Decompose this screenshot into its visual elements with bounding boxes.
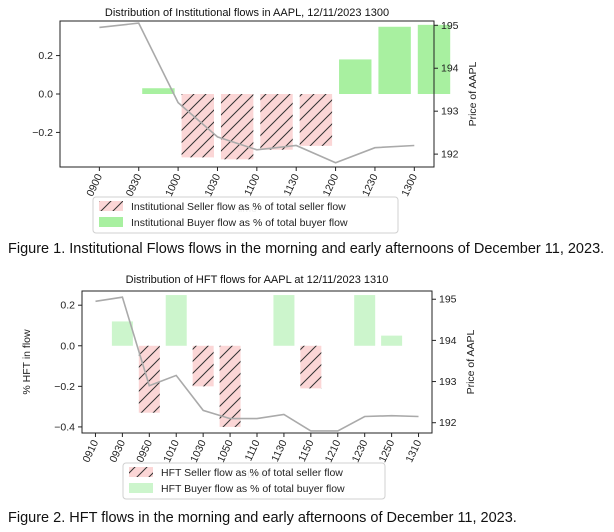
hft-seller-bar <box>192 345 214 387</box>
inst-xtick-label: 1100 <box>242 172 262 198</box>
hft-xtick-label: 1210 <box>323 438 344 464</box>
hft-chart-title: Distribution of HFT flows for AAPL at 12… <box>126 274 389 286</box>
hft-y2tick-label: 195 <box>439 294 457 306</box>
hft-flows-figure: Distribution of HFT flows for AAPL at 12… <box>0 266 614 510</box>
inst-legend-seller-swatch <box>99 201 123 211</box>
inst-legend-buyer-swatch <box>99 217 123 227</box>
hft-xtick-label: 0910 <box>80 438 101 464</box>
inst-legend-box <box>92 196 399 234</box>
hft-ytick-label: −0.4 <box>54 421 75 433</box>
hft-y2axis-label: Price of AAPL <box>465 329 477 394</box>
inst-y2tick-label: 194 <box>441 63 459 75</box>
inst-seller-bar <box>299 94 333 146</box>
inst-y2tick-label: 193 <box>441 106 459 118</box>
hft-legend-buyer-swatch <box>129 483 153 493</box>
hft-ytick-label: 0.2 <box>60 300 75 312</box>
hft-xtick-label: 1010 <box>161 438 182 464</box>
inst-seller-bar <box>220 94 254 160</box>
inst-xtick-label: 1000 <box>163 172 184 198</box>
inst-xtick-label: 1030 <box>202 172 223 198</box>
inst-chart-title: Distribution of Institutional flows in A… <box>105 7 389 19</box>
hft-y2tick-label: 192 <box>439 417 457 429</box>
hft-xtick-label: 0950 <box>134 438 155 464</box>
hft-legend-buyer-label: HFT Buyer flow as % of total buyer flow <box>161 483 345 495</box>
hft-seller-bar <box>219 345 241 427</box>
inst-xtick-label: 1230 <box>360 172 381 198</box>
institutional-flows-chart: Distribution of Institutional flows in A… <box>32 7 479 234</box>
hft-xtick-label: 1050 <box>215 438 236 464</box>
hft-buyer-bar <box>273 295 295 346</box>
figure-1-caption: Figure 1. Institutional Flows flows in t… <box>8 241 605 257</box>
inst-xtick-label: 0930 <box>124 172 145 198</box>
inst-seller-bar <box>260 94 293 150</box>
institutional-flows-figure: Distribution of Institutional flows in A… <box>0 0 614 240</box>
inst-buyer-bar <box>339 59 372 94</box>
hft-xtick-label: 1030 <box>188 438 209 464</box>
hft-ytick-label: 0.0 <box>60 340 75 352</box>
hft-xtick-label: 1230 <box>350 438 371 464</box>
hft-buyer-bar <box>354 295 376 346</box>
inst-xtick-label: 1130 <box>282 172 302 198</box>
hft-xtick-label: 1150 <box>296 438 316 464</box>
inst-ytick-label: 0.0 <box>38 89 53 101</box>
figure-2-caption: Figure 2. HFT flows in the morning and e… <box>8 510 517 526</box>
hft-legend-seller-swatch <box>129 467 153 477</box>
inst-price-line <box>99 22 415 164</box>
inst-legend-seller-label: Institutional Seller flow as % of total … <box>131 201 346 213</box>
hft-y2tick-label: 193 <box>439 376 457 388</box>
hft-xtick-label: 0930 <box>107 438 128 464</box>
inst-xtick-label: 0900 <box>84 172 105 198</box>
inst-ytick-label: 0.2 <box>38 50 53 62</box>
hft-seller-bar <box>300 345 322 389</box>
hft-buyer-bar <box>165 295 187 346</box>
hft-ytick-label: −0.2 <box>54 381 75 393</box>
inst-y2axis-label: Price of AAPL <box>467 61 479 126</box>
hft-legend-box <box>122 462 386 500</box>
inst-legend-buyer-label: Institutional Buyer flow as % of total b… <box>131 217 348 229</box>
hft-legend-seller-label: HFT Seller flow as % of total seller flo… <box>161 467 343 479</box>
hft-buyer-bar <box>111 321 133 346</box>
hft-flows-chart: Distribution of HFT flows for AAPL at 12… <box>21 274 477 500</box>
inst-xtick-label: 1200 <box>321 172 342 198</box>
hft-yaxis-label: % HFT in flow <box>21 329 33 395</box>
inst-buyer-bar <box>142 88 175 94</box>
inst-y2tick-label: 195 <box>441 20 459 32</box>
inst-ytick-label: −0.2 <box>32 127 53 139</box>
hft-buyer-bar <box>381 335 403 346</box>
inst-buyer-bar <box>378 26 411 95</box>
hft-plot-frame <box>81 290 433 434</box>
hft-xtick-label: 1250 <box>377 438 398 464</box>
inst-y2tick-label: 192 <box>441 149 459 161</box>
hft-xtick-label: 1130 <box>269 438 289 464</box>
hft-price-line <box>95 296 419 432</box>
hft-y2tick-label: 194 <box>439 335 457 347</box>
hft-xtick-label: 1110 <box>243 438 263 463</box>
inst-xtick-label: 1300 <box>399 172 420 198</box>
hft-seller-bar <box>138 345 160 413</box>
hft-xtick-label: 1310 <box>404 438 425 464</box>
inst-seller-bar <box>181 94 214 158</box>
